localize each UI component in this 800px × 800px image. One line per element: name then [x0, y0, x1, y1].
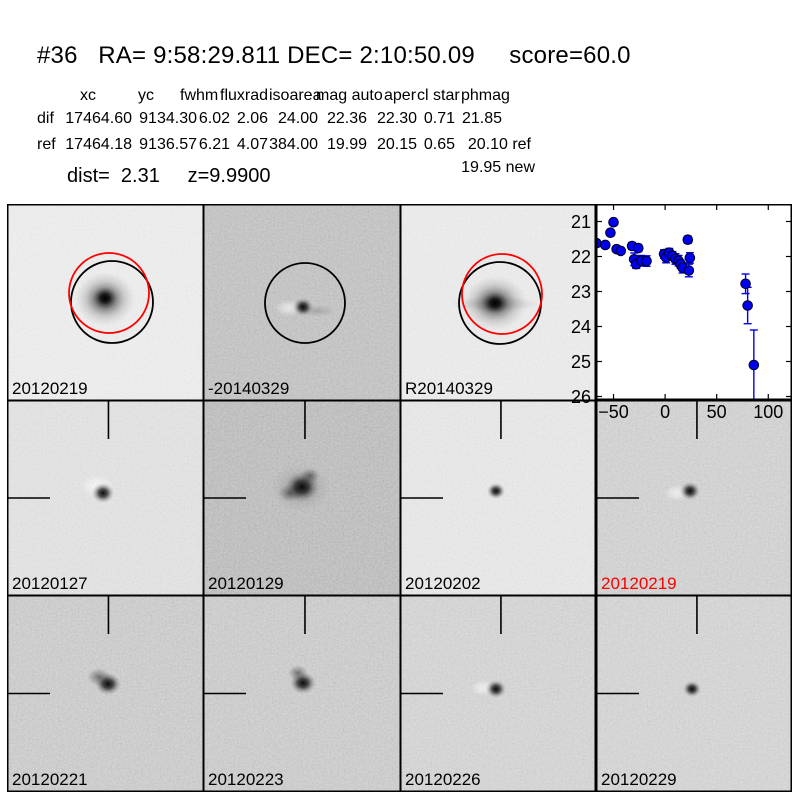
dif-phmag: 21.85 — [461, 110, 502, 127]
ref-phmag: 20.10 ref — [467, 136, 531, 153]
x-tick-label: 50 — [706, 402, 727, 422]
y-tick-label: 21 — [570, 211, 591, 232]
col-header-mag-auto: mag auto — [316, 87, 383, 104]
dist-z-line: dist= 2.31 z=9.9900 — [67, 165, 271, 187]
y-tick-label: 22 — [570, 246, 591, 267]
dif-xc: 17464.60 — [65, 110, 132, 127]
ref-yc: 9136.57 — [139, 136, 197, 153]
dif-isoarea: 24.00 — [277, 110, 318, 127]
y-tick-label: 24 — [570, 316, 591, 337]
lightcurve-data-point — [683, 265, 695, 276]
ref-cl-star: 0.65 — [423, 136, 455, 153]
col-header-xc: xc — [80, 87, 96, 104]
col-header-yc: yc — [138, 87, 154, 104]
x-tick-label: 100 — [753, 402, 784, 422]
ref-fwhm: 6.21 — [198, 136, 230, 153]
cutout-panel: 20120219 — [596, 400, 792, 596]
lightcurve-plot — [596, 204, 792, 400]
cutout-panel: 20120202 — [400, 400, 596, 596]
cutout-panel: 20120226 — [400, 595, 596, 792]
dif-aper: 22.30 — [376, 110, 417, 127]
lightcurve-data-point — [632, 242, 644, 254]
cutout-date-label: 20120202 — [405, 574, 481, 593]
y-tick-label: 26 — [570, 386, 591, 407]
y-tick-label: 25 — [570, 351, 591, 372]
page-title: #36 RA= 9:58:29.811 DEC= 2:10:50.09 scor… — [37, 42, 631, 69]
cutout-date-label: 20120129 — [208, 574, 284, 593]
cutout-date-label: 20120226 — [405, 770, 481, 789]
dif-mag-auto: 22.36 — [326, 110, 367, 127]
lightcurve-data-point — [742, 300, 753, 311]
lightcurve-data-point — [748, 359, 760, 371]
lightcurve-data-point — [684, 252, 696, 264]
row-label-dif: dif — [37, 110, 54, 127]
lightcurve-data-point — [608, 216, 619, 228]
cutout-date-label: 20120219 — [601, 574, 677, 593]
cutout-panel: 20120219 — [7, 204, 204, 401]
cutout-date-label: R20140329 — [405, 379, 493, 398]
cutout-date-label: 20120219 — [12, 379, 88, 398]
cutout-panel: 20120129 — [203, 400, 401, 596]
col-header-fwhm: fwhm — [180, 87, 219, 104]
cutout-panel: 20120127 — [7, 400, 204, 596]
ref-fluxrad: 4.07 — [236, 136, 268, 153]
phmag-new-value: 19.95 new — [461, 159, 535, 176]
ref-xc: 17464.18 — [65, 136, 132, 153]
col-header-aper: aper — [384, 87, 417, 104]
ref-mag-auto: 19.99 — [326, 136, 367, 153]
col-header-cl-star: cl star — [417, 87, 460, 104]
ref-aper: 20.15 — [376, 136, 417, 153]
lightcurve-data-point — [605, 227, 616, 239]
dif-cl-star: 0.71 — [423, 110, 455, 127]
lightcurve-data-point — [615, 245, 627, 257]
row-label-ref: ref — [37, 136, 56, 153]
col-header-isoarea: isoarea — [269, 87, 322, 104]
x-tick-label: 0 — [660, 402, 671, 422]
col-header-fluxrad: fluxrad — [220, 87, 269, 104]
dif-fwhm: 6.02 — [198, 110, 230, 127]
cutout-date-label: 20120229 — [601, 770, 677, 789]
cutout-panel: -20140329 — [203, 204, 401, 401]
y-tick-label: 23 — [570, 281, 591, 302]
x-tick-label: −50 — [598, 402, 629, 422]
cutout-panel: R20140329 — [400, 204, 596, 401]
cutout-panel: 20120221 — [7, 595, 204, 792]
cutout-date-label: -20140329 — [208, 379, 289, 398]
cutout-panel: 20120229 — [596, 595, 792, 792]
lightcurve-data-point — [740, 278, 751, 290]
lightcurve-data-point — [599, 239, 611, 251]
ref-isoarea: 384.00 — [269, 136, 318, 153]
lightcurve-data-point — [641, 255, 652, 267]
col-header-phmag: phmag — [461, 87, 510, 104]
cutout-date-label: 20120221 — [12, 770, 88, 789]
cutout-date-label: 20120223 — [208, 770, 284, 789]
dif-yc: 9134.30 — [139, 110, 197, 127]
dif-fluxrad: 2.06 — [236, 110, 268, 127]
cutout-panel: 20120223 — [203, 595, 401, 792]
lightcurve-data-point — [682, 234, 694, 246]
cutout-date-label: 20120127 — [12, 574, 88, 593]
